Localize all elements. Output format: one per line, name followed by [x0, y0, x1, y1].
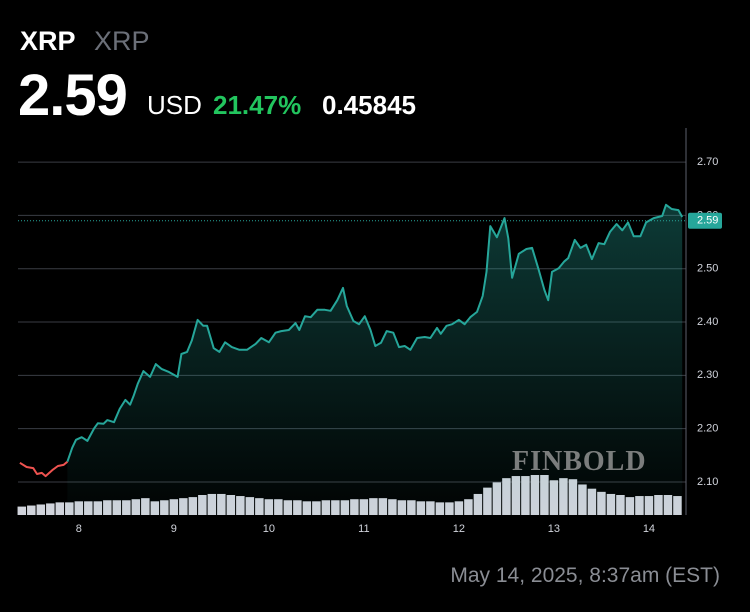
x-tick-label: 10 [263, 523, 275, 535]
price-line [19, 460, 69, 478]
volume-bar [46, 503, 55, 515]
x-tick-label: 12 [453, 523, 465, 535]
price: 2.59 [18, 63, 128, 128]
y-tick-label: 2.30 [697, 369, 718, 381]
symbol: XRP [20, 26, 76, 56]
timestamp: May 14, 2025, 8:37am (EST) [450, 564, 720, 587]
last-price-label: 2.59 [697, 215, 718, 227]
y-tick-label: 2.10 [697, 476, 718, 488]
y-tick-label: 2.70 [697, 156, 718, 168]
volume-bar [17, 506, 27, 515]
x-tick-label: 11 [358, 523, 369, 535]
change: 0.45845 [322, 90, 416, 120]
currency: USD [147, 90, 202, 120]
x-tick-label: 13 [548, 523, 560, 535]
x-tick-label: 8 [76, 523, 82, 535]
price-line [66, 203, 684, 463]
y-tick-label: 2.20 [697, 423, 718, 435]
volume-bar [27, 505, 36, 515]
x-tick-label: 9 [171, 523, 177, 535]
y-tick-label: 2.50 [697, 263, 718, 275]
volume-bar [36, 504, 46, 515]
y-tick-label: 2.40 [697, 316, 718, 328]
asset-name: XRP [94, 26, 150, 56]
volume-bar [55, 502, 65, 515]
watermark: FINBOLD [512, 446, 647, 477]
last-price-box [688, 212, 722, 229]
area [67, 204, 683, 516]
change-percent: 21.47% [213, 90, 302, 120]
x-tick-label: 14 [643, 523, 655, 535]
